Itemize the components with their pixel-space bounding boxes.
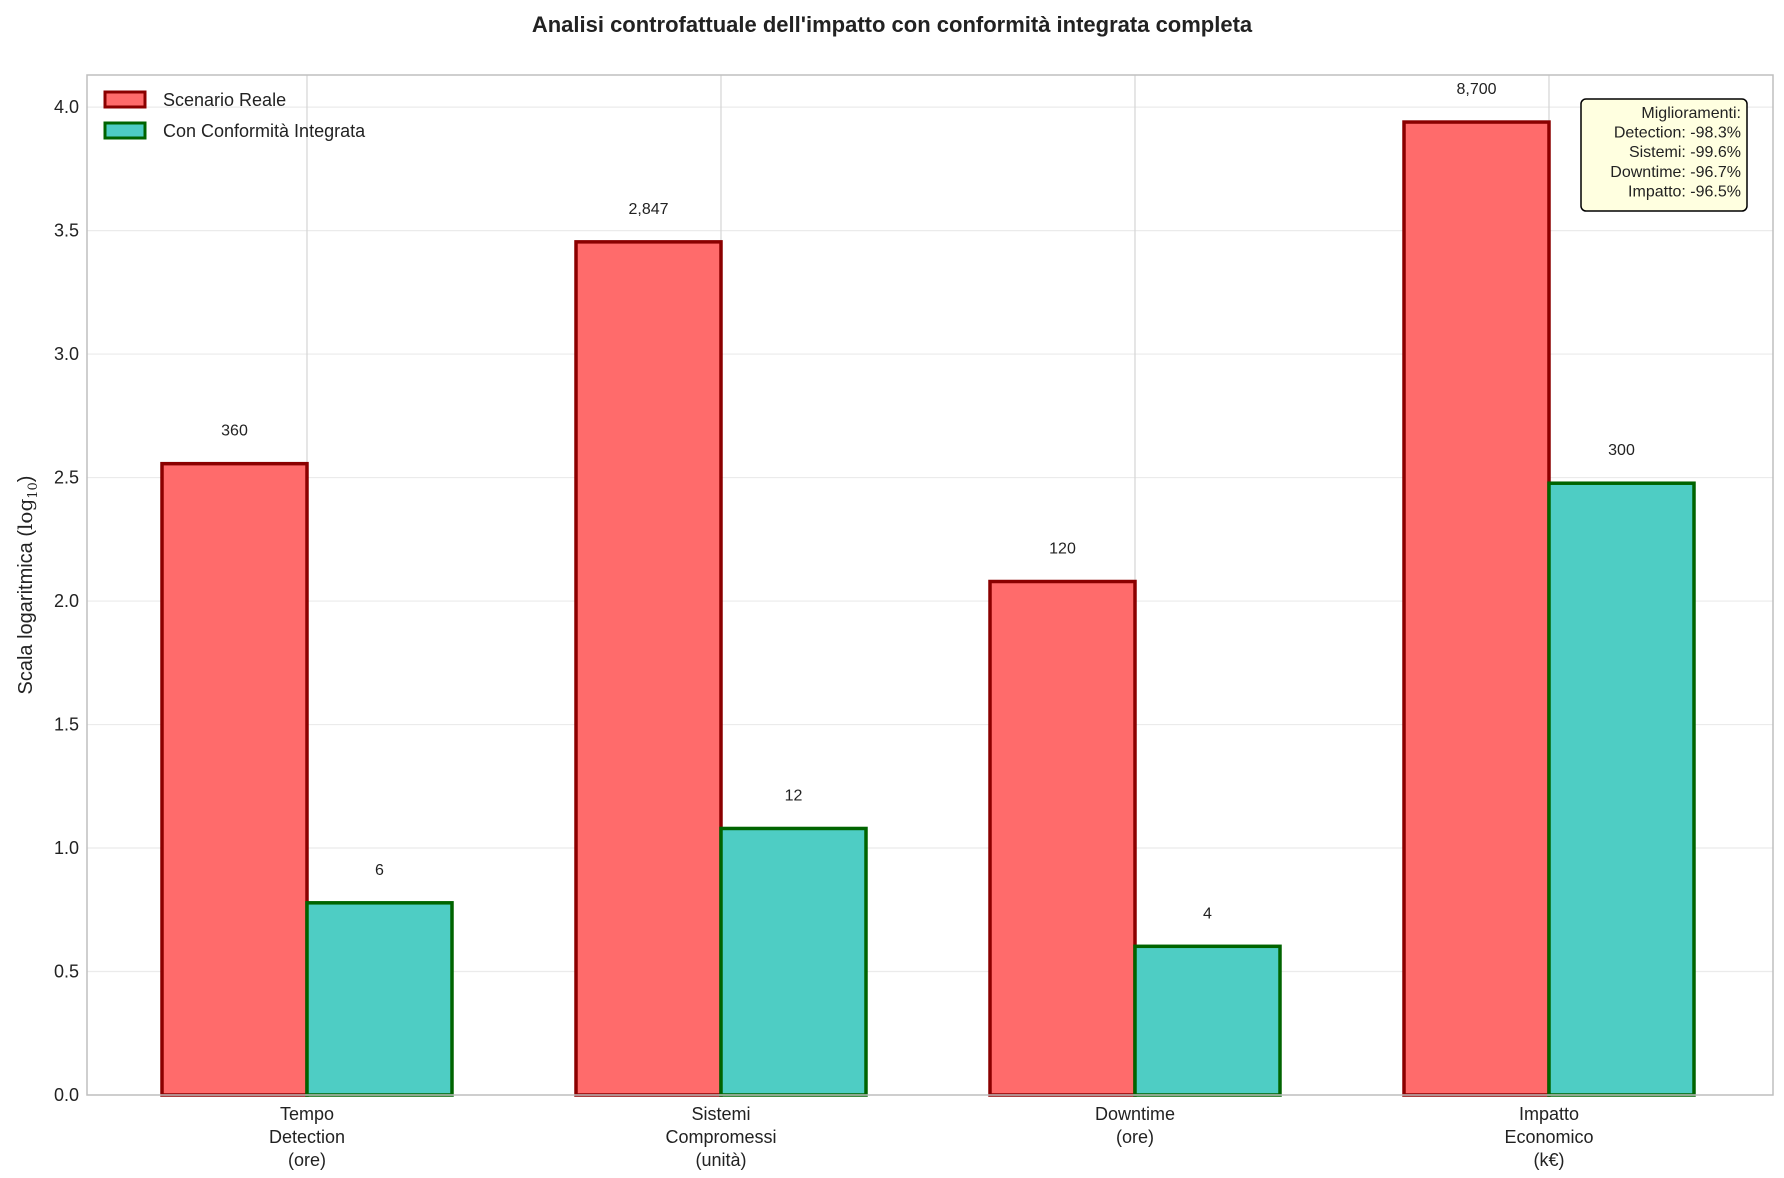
y-tick-label: 1.5 — [54, 715, 79, 735]
x-tick-label-line: Sistemi — [691, 1104, 750, 1124]
annotation-line: Downtime: -96.7% — [1610, 164, 1741, 181]
x-tick-label-line: (ore) — [1116, 1127, 1154, 1147]
annotation-box — [1580, 98, 1748, 212]
y-tick-label: 2.0 — [54, 591, 79, 611]
legend-swatch — [103, 121, 147, 140]
axis-layer: 0.0 0.5 1.0 1.5 2.0 2.5 3.0 3.5 4.0 Tempo Detectio… — [54, 97, 1594, 1170]
x-tick-label-line: (k€) — [1534, 1150, 1565, 1170]
y-tick-label: 2.5 — [54, 468, 79, 488]
y-axis-label-sub: 10 — [26, 482, 41, 499]
chart-title: Analisi controfattuale dell'impatto con … — [532, 12, 1253, 37]
x-tick-label: Sistemi Compromessi (unità) — [665, 1104, 776, 1170]
x-tick-label-line: (unità) — [695, 1150, 746, 1170]
x-tick-label: Impatto Economico (k€) — [1504, 1104, 1593, 1170]
bar-layer: 360 2,847 120 8,700 6 12 4 300 — [160, 81, 1696, 1097]
bar — [1547, 481, 1696, 1097]
bar-value-label: 300 — [1608, 442, 1635, 459]
y-axis-label-text: Scala logaritmica ( — [15, 530, 37, 695]
x-tick-label-line: Downtime — [1095, 1104, 1175, 1124]
bar-value-label: 8,700 — [1456, 81, 1496, 98]
bar — [719, 826, 868, 1097]
x-tick-label-line: Impatto — [1519, 1104, 1579, 1124]
y-tick-label: 4.0 — [54, 97, 79, 117]
bar-value-label: 6 — [375, 862, 384, 879]
bar — [1133, 944, 1282, 1097]
annotation-line: Impatto: -96.5% — [1628, 183, 1741, 200]
plot-frame — [86, 74, 1774, 1096]
legend-label: Scenario Reale — [163, 90, 286, 110]
y-axis-label: Scala logaritmica (log10) — [13, 476, 41, 695]
bar — [160, 461, 309, 1097]
bar-value-label: 120 — [1049, 540, 1076, 557]
bar-value-label: 4 — [1203, 905, 1212, 922]
annotation-line: Detection: -98.3% — [1614, 125, 1741, 142]
y-tick-label: 3.0 — [54, 344, 79, 364]
x-tick-label-line: (ore) — [288, 1150, 326, 1170]
bar — [1402, 120, 1551, 1097]
bar — [574, 240, 723, 1097]
y-axis-label-close: ) — [15, 476, 37, 483]
improvements-annotation: Miglioramenti: Detection: -98.3% Sistemi: … — [1580, 98, 1748, 212]
x-tick-label-line: Compromessi — [665, 1127, 776, 1147]
y-axis-label-log: log — [13, 499, 37, 530]
annotation-line: Miglioramenti: — [1641, 105, 1741, 122]
bar-value-label: 2,847 — [628, 201, 668, 218]
y-tick-label: 0.0 — [54, 1085, 79, 1105]
legend-label: Con Conformità Integrata — [163, 121, 366, 141]
bar-value-label: 12 — [785, 787, 803, 804]
x-tick-label-line: Detection — [269, 1127, 345, 1147]
x-tick-label-line: Economico — [1504, 1127, 1593, 1147]
legend-swatch — [103, 90, 147, 109]
bar — [305, 901, 454, 1097]
x-tick-label: Downtime (ore) — [1095, 1104, 1175, 1147]
y-tick-label: 3.5 — [54, 221, 79, 241]
bar-value-label: 360 — [221, 423, 248, 440]
annotation-line: Sistemi: -99.6% — [1629, 144, 1741, 161]
y-tick-label: 1.0 — [54, 838, 79, 858]
x-tick-label-line: Tempo — [280, 1104, 334, 1124]
x-tick-label: Tempo Detection (ore) — [269, 1104, 345, 1170]
bar — [988, 579, 1137, 1097]
legend: Scenario Reale Con Conformità Integrata — [103, 90, 366, 141]
y-tick-label: 0.5 — [54, 962, 79, 982]
